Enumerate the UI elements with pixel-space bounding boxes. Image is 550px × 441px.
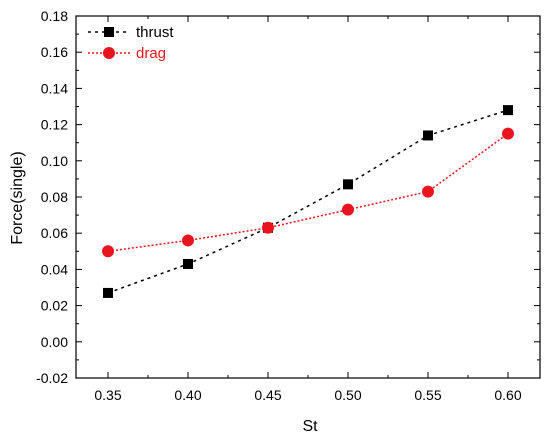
y-tick-label: 0.00 (41, 334, 68, 350)
y-tick-label: 0.14 (41, 80, 68, 96)
x-tick-label: 0.35 (94, 387, 121, 403)
x-axis-title: St (302, 418, 318, 435)
series-line-drag (107, 132, 509, 253)
x-tick-label: 0.60 (494, 387, 521, 403)
legend-marker (103, 47, 115, 59)
axes: -0.02 0.00 0.02 0.04 0.06 0.08 0.10 0.12 0.14 0.1… (36, 8, 541, 403)
data-point-thrust (423, 130, 433, 141)
legend-label: drag (136, 45, 166, 62)
data-point-thrust (183, 258, 193, 269)
y-tick-label: -0.02 (36, 370, 68, 386)
y-tick-label: 0.06 (41, 225, 68, 241)
y-tick-label: 0.18 (41, 8, 68, 24)
legend-item-drag: drag (88, 45, 166, 62)
data-point-drag (342, 203, 354, 216)
data-point-drag (102, 245, 114, 258)
x-tick-label: 0.45 (254, 387, 281, 403)
legend-item-thrust: thrust (88, 24, 174, 41)
data-point-thrust (103, 287, 113, 298)
series-drag (102, 127, 514, 258)
series-thrust (103, 105, 513, 298)
data-point-drag (262, 221, 274, 234)
y-tick-label: 0.02 (41, 298, 68, 314)
data-point-drag (422, 185, 434, 198)
plot-frame (75, 15, 541, 379)
series-layer (102, 105, 514, 298)
y-axis-title: Force(single) (9, 151, 26, 244)
data-point-drag (502, 127, 514, 140)
data-point-thrust (343, 179, 353, 190)
legend-label: thrust (136, 24, 174, 41)
legend-marker (104, 27, 114, 37)
y-tick-label: 0.12 (41, 117, 68, 133)
x-tick-label: 0.55 (414, 387, 441, 403)
x-tick-label: 0.40 (174, 387, 201, 403)
legend: thrust drag (88, 24, 174, 62)
data-point-drag (182, 234, 194, 247)
y-tick-label: 0.08 (41, 189, 68, 205)
data-point-thrust (503, 105, 513, 116)
y-tick-label: 0.04 (41, 261, 68, 277)
y-tick-label: 0.16 (41, 44, 68, 60)
series-line-thrust (107, 109, 509, 294)
y-tick-label: 0.10 (41, 153, 68, 169)
x-tick-label: 0.50 (334, 387, 361, 403)
